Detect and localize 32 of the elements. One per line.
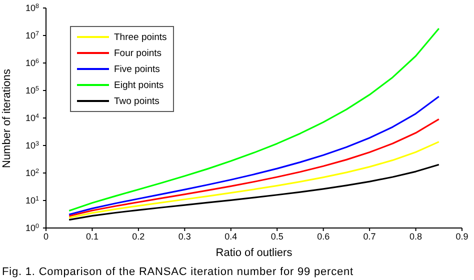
y-tick-label: 10$^{3}$ (25, 140, 40, 150)
y-tick-label: 10$^{7}$ (25, 30, 40, 40)
y-tick-label: 10$^{5}$ (25, 85, 40, 96)
line-series (68, 118, 440, 217)
y-tick-label: 10$^{4}$ (25, 112, 40, 123)
line-series (68, 141, 440, 218)
line-series (68, 164, 440, 221)
x-tick-label: 0.6 (317, 231, 330, 242)
legend-label: Two points (114, 96, 160, 106)
x-tick-label: 0 (43, 231, 49, 242)
legend-label: Eight points (114, 80, 164, 90)
x-tick-label: 0.7 (363, 231, 376, 242)
line-series (68, 96, 440, 216)
x-tick-label: 0.5 (270, 231, 284, 242)
y-tick-label: 10$^{6}$ (25, 58, 40, 68)
x-tick-label: 0.3 (178, 231, 191, 242)
x-tick-label: 0.8 (410, 231, 422, 242)
legend-label: Four points (114, 48, 162, 58)
x-tick-label: 0.9 (456, 231, 468, 242)
caption: Fig. 1. Comparison of the RANSAC iteration number for 99 percent (2, 266, 354, 278)
x-tick-label: 0.2 (132, 231, 145, 242)
x-tick-label: 0.4 (224, 231, 238, 242)
line-series (68, 28, 440, 212)
legend-label: Five points (114, 64, 160, 74)
x-tick-label: 0.1 (86, 231, 98, 242)
y-axis-title: Number of iterations (0, 68, 13, 168)
y-tick-label: 10$^{0}$ (25, 222, 40, 233)
y-tick-label: 10$^{2}$ (25, 168, 40, 178)
legend-label: Three points (114, 32, 167, 42)
x-axis-title: Ratio of outliers (216, 247, 293, 259)
y-tick-label: 10$^{1}$ (25, 195, 40, 206)
y-tick-label: 10$^{8}$ (25, 2, 40, 13)
